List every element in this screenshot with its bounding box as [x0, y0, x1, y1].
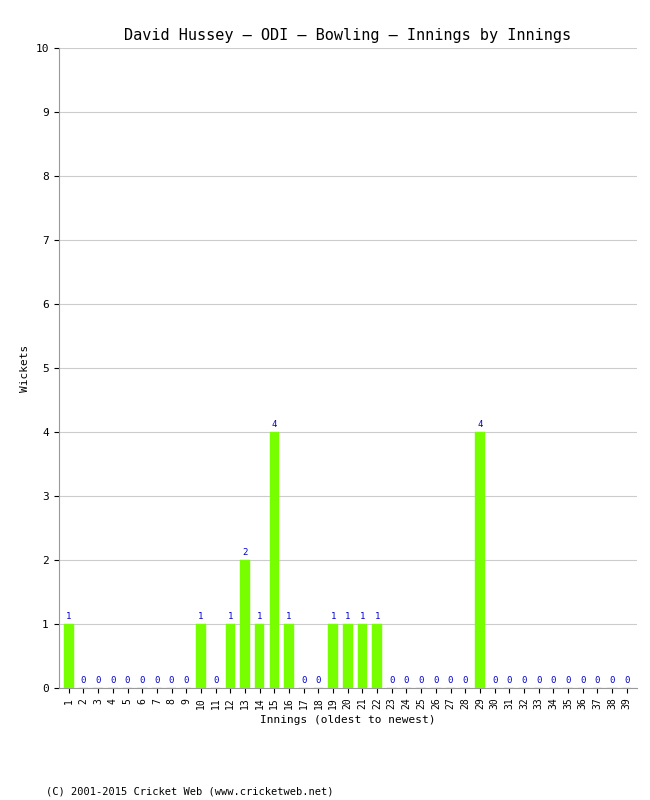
Text: 1: 1 — [257, 613, 263, 622]
Bar — [226, 624, 235, 688]
Text: 1: 1 — [330, 613, 336, 622]
Text: 0: 0 — [624, 677, 629, 686]
Text: 0: 0 — [301, 677, 306, 686]
Text: 1: 1 — [374, 613, 380, 622]
Text: 0: 0 — [419, 677, 424, 686]
Text: 1: 1 — [198, 613, 203, 622]
Text: 0: 0 — [404, 677, 409, 686]
Text: 0: 0 — [595, 677, 600, 686]
Bar — [255, 624, 265, 688]
Text: 0: 0 — [609, 677, 615, 686]
Text: 0: 0 — [140, 677, 145, 686]
Text: 0: 0 — [551, 677, 556, 686]
Bar — [328, 624, 338, 688]
Text: 4: 4 — [477, 421, 482, 430]
Bar — [358, 624, 367, 688]
Y-axis label: Wickets: Wickets — [20, 344, 30, 392]
Text: 0: 0 — [536, 677, 541, 686]
Text: 1: 1 — [345, 613, 350, 622]
Text: 0: 0 — [125, 677, 130, 686]
Bar — [343, 624, 352, 688]
Text: 0: 0 — [448, 677, 453, 686]
Text: 2: 2 — [242, 549, 248, 558]
Text: 0: 0 — [110, 677, 116, 686]
Text: 1: 1 — [66, 613, 72, 622]
Bar — [284, 624, 294, 688]
Text: 0: 0 — [433, 677, 439, 686]
Bar — [372, 624, 382, 688]
Text: 0: 0 — [463, 677, 468, 686]
Text: 0: 0 — [213, 677, 218, 686]
Bar — [196, 624, 205, 688]
Text: 0: 0 — [154, 677, 159, 686]
Title: David Hussey – ODI – Bowling – Innings by Innings: David Hussey – ODI – Bowling – Innings b… — [124, 28, 571, 42]
Text: 1: 1 — [287, 613, 292, 622]
Text: 0: 0 — [96, 677, 101, 686]
Bar — [64, 624, 73, 688]
Text: 0: 0 — [169, 677, 174, 686]
Text: 1: 1 — [359, 613, 365, 622]
Text: 4: 4 — [272, 421, 277, 430]
Text: 0: 0 — [316, 677, 321, 686]
Bar — [270, 432, 279, 688]
Text: 0: 0 — [580, 677, 586, 686]
Text: 0: 0 — [566, 677, 571, 686]
Bar — [240, 560, 250, 688]
Text: 1: 1 — [227, 613, 233, 622]
Text: 0: 0 — [389, 677, 395, 686]
Text: 0: 0 — [521, 677, 527, 686]
Text: 0: 0 — [81, 677, 86, 686]
Text: 0: 0 — [183, 677, 189, 686]
Text: 0: 0 — [492, 677, 497, 686]
Bar — [475, 432, 485, 688]
Text: (C) 2001-2015 Cricket Web (www.cricketweb.net): (C) 2001-2015 Cricket Web (www.cricketwe… — [46, 786, 333, 796]
Text: 0: 0 — [506, 677, 512, 686]
X-axis label: Innings (oldest to newest): Innings (oldest to newest) — [260, 715, 436, 725]
